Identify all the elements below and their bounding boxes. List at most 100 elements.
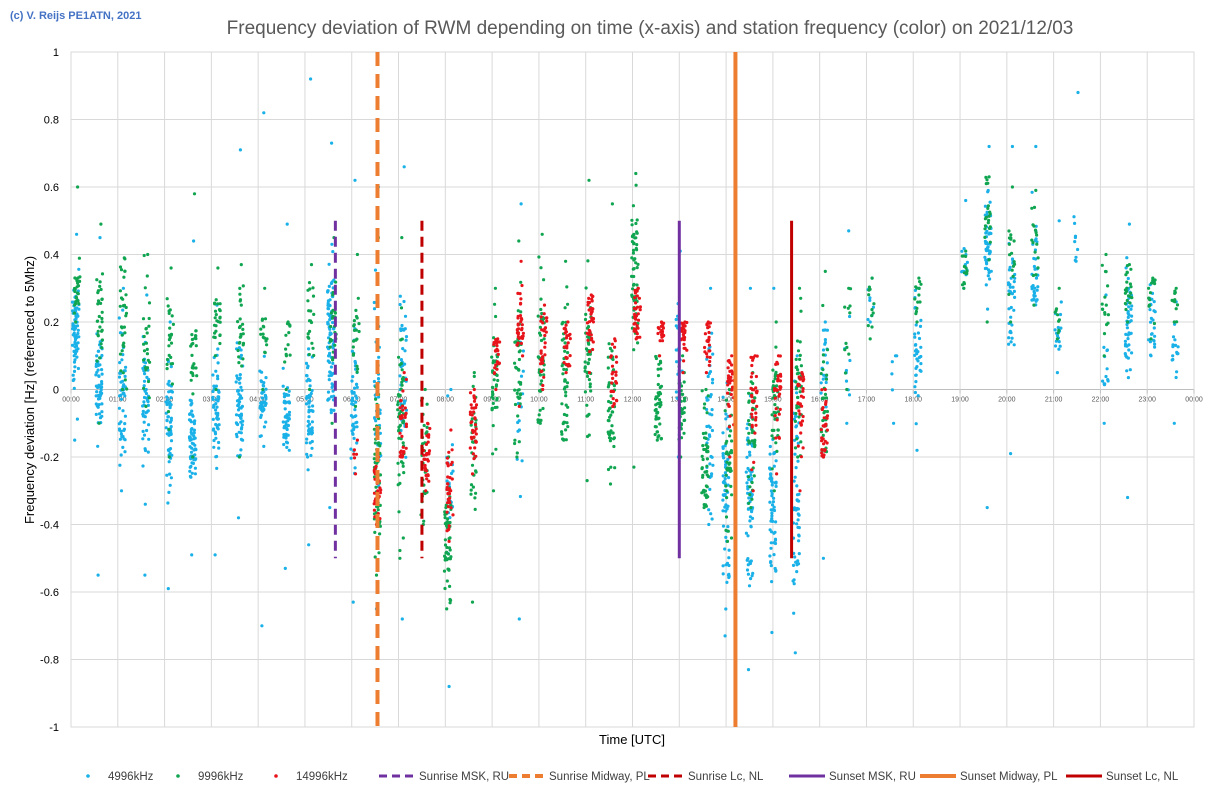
data-point [123, 422, 127, 426]
data-point [328, 298, 332, 302]
data-point [727, 387, 732, 392]
data-point [373, 530, 377, 535]
data-point [145, 366, 150, 370]
data-point [445, 579, 449, 583]
data-point [306, 288, 310, 292]
data-point [729, 484, 733, 488]
data-point [778, 387, 782, 391]
data-point [1012, 343, 1016, 347]
data-point [1009, 452, 1013, 456]
data-point [987, 271, 991, 275]
data-point [327, 397, 331, 401]
data-point [1126, 356, 1130, 360]
data-point [1076, 247, 1080, 252]
data-point [241, 341, 246, 345]
data-point [747, 478, 751, 482]
data-point [122, 391, 126, 396]
data-point [1171, 335, 1176, 339]
data-point [399, 358, 403, 362]
data-point [568, 354, 572, 358]
data-point [609, 465, 613, 469]
data-point [769, 473, 773, 477]
data-point [402, 299, 406, 304]
data-point [1032, 224, 1036, 228]
data-point [143, 389, 147, 393]
data-point [636, 341, 640, 345]
data-point [1128, 295, 1132, 299]
data-point [170, 314, 174, 318]
data-point [357, 322, 361, 326]
data-point [1036, 256, 1040, 260]
data-point [515, 328, 519, 332]
data-point [73, 324, 77, 328]
data-point [516, 332, 520, 336]
data-point [538, 373, 543, 377]
data-point [494, 447, 498, 451]
data-point [397, 510, 401, 514]
data-point [444, 556, 448, 560]
data-point [561, 372, 565, 376]
data-point [588, 350, 592, 354]
data-point [142, 358, 146, 362]
data-point [1031, 273, 1035, 278]
data-point [96, 573, 100, 577]
data-point [77, 267, 81, 271]
data-point [190, 461, 194, 465]
data-point [188, 445, 192, 449]
data-point [772, 451, 777, 455]
data-point [987, 258, 991, 262]
data-point [773, 481, 777, 485]
data-point [610, 381, 614, 385]
data-point [377, 443, 381, 447]
data-point [1006, 281, 1011, 285]
data-point [123, 394, 127, 398]
data-point [238, 317, 242, 321]
data-point [190, 401, 194, 405]
data-point [469, 435, 473, 439]
data-point [214, 408, 218, 412]
data-point [566, 341, 570, 345]
data-point [913, 390, 918, 395]
data-point [659, 320, 664, 324]
data-point [519, 280, 523, 284]
data-point [329, 408, 333, 412]
data-point [749, 559, 753, 563]
data-point [516, 316, 520, 320]
data-point [1103, 269, 1108, 274]
data-point [261, 387, 265, 392]
data-point [659, 367, 663, 371]
data-point [260, 624, 264, 628]
data-point [376, 508, 380, 512]
data-point [540, 311, 544, 316]
data-point [728, 361, 732, 365]
data-point [169, 362, 173, 366]
data-point [632, 267, 636, 271]
data-point [821, 433, 825, 437]
data-point [145, 347, 149, 351]
data-point [518, 314, 523, 318]
data-point [773, 403, 777, 407]
data-point [445, 529, 449, 533]
data-point [214, 298, 218, 302]
data-point [373, 268, 378, 272]
data-point [472, 399, 477, 403]
data-point [99, 342, 103, 346]
data-point [795, 563, 799, 567]
data-point [193, 336, 197, 340]
x-tick-label: 11:00 [577, 397, 594, 404]
data-point [913, 385, 917, 389]
data-point [658, 398, 662, 402]
data-point [472, 374, 476, 378]
data-point [721, 564, 725, 568]
data-point [238, 340, 242, 345]
data-point [588, 330, 592, 334]
data-point [72, 377, 76, 381]
data-point [495, 341, 499, 345]
data-point [537, 255, 541, 259]
data-point [191, 455, 195, 459]
data-point [147, 316, 151, 321]
data-point [98, 236, 102, 240]
data-point [753, 440, 757, 444]
data-point [825, 441, 829, 445]
data-point [964, 266, 968, 270]
